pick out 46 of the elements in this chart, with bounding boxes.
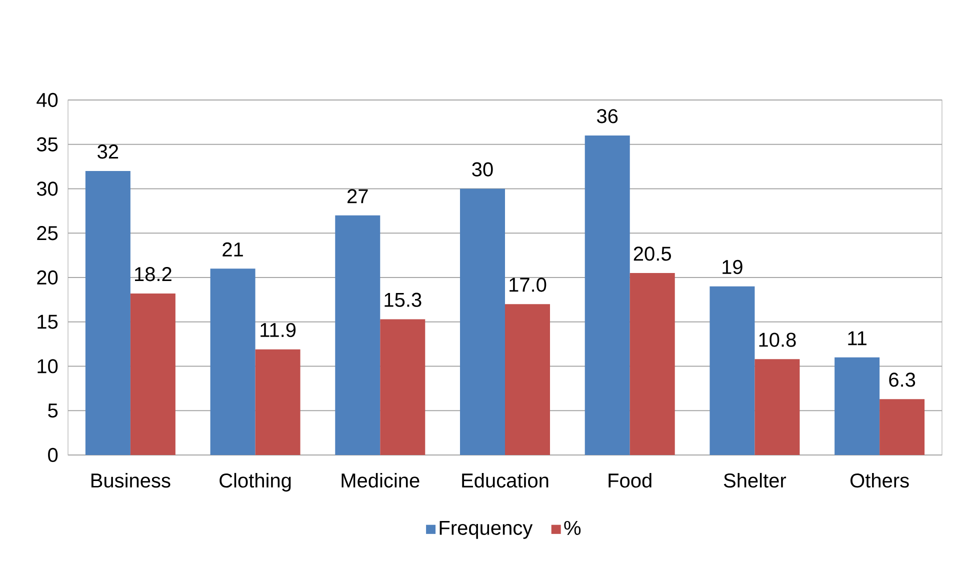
y-tick-label: 20 [37, 270, 58, 285]
y-tick-label: 35 [36, 137, 58, 152]
data-label: 36 [596, 109, 618, 124]
x-tick-label: Others [850, 472, 909, 488]
legend-label: % [564, 520, 581, 535]
bar [380, 319, 426, 455]
bar [255, 349, 300, 455]
x-tick-label: Business [91, 472, 170, 488]
data-label: 11.9 [260, 322, 296, 338]
bar [630, 273, 675, 455]
x-tick-label: Shelter [724, 472, 786, 488]
y-tick-label: 0 [48, 448, 58, 462]
y-tick-label: 25 [37, 226, 58, 240]
y-tick-label: 5 [48, 404, 58, 418]
data-label: 11 [848, 331, 866, 346]
data-label: 32 [98, 144, 118, 159]
x-tick-label: Food [608, 472, 652, 488]
y-tick-label: 15 [38, 314, 58, 329]
bar [85, 170, 130, 455]
data-label: 20.5 [634, 246, 671, 261]
bar [210, 268, 256, 455]
data-label: 30 [472, 162, 493, 176]
bar [584, 135, 630, 455]
bar [880, 399, 925, 455]
data-label: 21 [222, 242, 243, 256]
data-label: 6.3 [889, 372, 916, 387]
bar [710, 286, 755, 455]
x-tick-label: Education [462, 472, 548, 488]
bar [505, 304, 550, 455]
data-label: 27 [348, 189, 368, 204]
data-label: 10.8 [759, 332, 796, 347]
x-tick-label: Medicine [342, 472, 420, 488]
data-label: 15.3 [384, 292, 422, 307]
bar [130, 293, 176, 455]
y-tick-label: 30 [36, 182, 58, 196]
data-label: 18.2 [135, 267, 172, 282]
legend-label: Frequency [440, 520, 533, 539]
y-tick-label: 40 [36, 92, 58, 108]
bar [460, 188, 505, 455]
data-label: 19 [722, 260, 742, 274]
y-tick-label: 10 [38, 359, 58, 374]
bar [834, 357, 880, 455]
bar [754, 359, 800, 455]
bar [335, 215, 380, 455]
data-label: 17.0 [510, 278, 546, 292]
x-tick-label: Clothing [220, 472, 291, 492]
